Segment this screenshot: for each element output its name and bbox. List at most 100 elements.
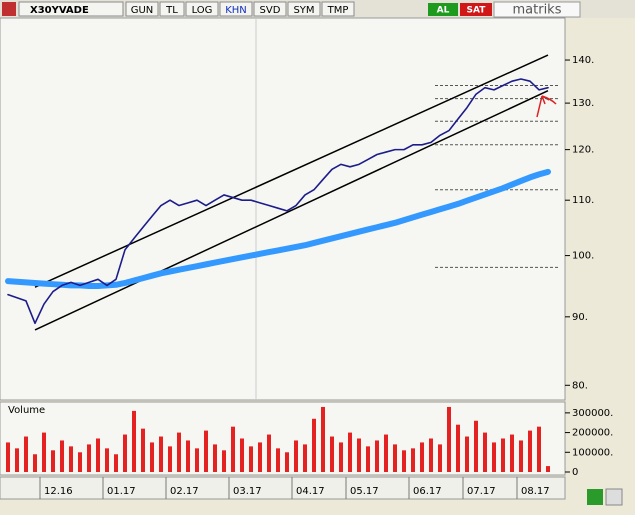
toolbar-button[interactable] — [125, 1, 159, 17]
volume-bar — [303, 444, 307, 472]
y-tick-label: 300000. — [572, 408, 613, 419]
toolbar-button-label: SYM — [293, 5, 314, 16]
volume-bar — [420, 442, 424, 472]
brand-box — [493, 1, 581, 18]
volume-bar — [177, 432, 181, 472]
arrow-annotation — [536, 95, 557, 118]
volume-bar — [222, 450, 226, 472]
icon[interactable] — [2, 2, 16, 16]
toolbar-button[interactable] — [185, 1, 219, 17]
volume-bar — [249, 446, 253, 472]
buy-label: AL — [437, 6, 450, 16]
trend-line — [34, 54, 549, 288]
volume-bar — [150, 442, 154, 472]
y-tick-label: 200000. — [572, 428, 613, 439]
volume-panel — [0, 401, 566, 476]
volume-bar — [546, 466, 550, 472]
x-tick-label: 06.17 — [413, 486, 442, 497]
volume-bar — [528, 430, 532, 472]
toolbar-button-label: TL — [165, 5, 178, 16]
toolbar-button[interactable] — [253, 1, 287, 17]
toolbar-button[interactable] — [219, 1, 253, 17]
series-line — [7, 78, 549, 325]
volume-bar — [483, 432, 487, 472]
y-tick-label: 110. — [572, 195, 594, 206]
buy-button[interactable] — [428, 3, 458, 16]
volume-bar — [402, 450, 406, 472]
volume-bar — [456, 424, 460, 472]
x-axis — [0, 476, 566, 500]
volume-bar — [393, 444, 397, 472]
trend-line — [34, 90, 549, 331]
volume-bar — [366, 446, 370, 472]
volume-bar — [114, 454, 118, 472]
volume-bar — [87, 444, 91, 472]
volume-bar — [348, 432, 352, 472]
volume-bar — [357, 438, 361, 472]
volume-bar — [375, 440, 379, 472]
sell-label: SAT — [467, 6, 487, 16]
volume-bar — [384, 434, 388, 472]
toolbar-button-label: GUN — [131, 5, 154, 16]
volume-bar — [510, 434, 514, 472]
panel-title: Volume — [8, 405, 45, 416]
volume-bar — [258, 442, 262, 472]
toolbar-button[interactable] — [321, 1, 355, 17]
symbol-box[interactable] — [18, 1, 124, 17]
sell-button[interactable] — [460, 3, 492, 16]
y-tick-label: 100000. — [572, 447, 613, 458]
volume-bar — [447, 406, 451, 472]
series-line — [5, 168, 551, 290]
symbol: X30YVADE — [30, 5, 89, 16]
y-tick-label: 140. — [572, 55, 594, 66]
volume-bar — [465, 436, 469, 472]
volume-bar — [240, 438, 244, 472]
y-tick-label: 130. — [572, 98, 594, 109]
y-tick-label: 80. — [572, 380, 588, 391]
volume-bar — [213, 444, 217, 472]
x-tick-label: 05.17 — [350, 486, 379, 497]
volume-bar — [438, 444, 442, 472]
volume-bar — [231, 426, 235, 472]
volume-bar — [501, 438, 505, 472]
y-tick-label: 100. — [572, 251, 594, 262]
volume-bar — [24, 436, 28, 472]
volume-bar — [51, 450, 55, 472]
volume-bar — [429, 438, 433, 472]
settings-button[interactable] — [605, 488, 623, 506]
volume-bar — [492, 442, 496, 472]
volume-bar — [204, 430, 208, 472]
toolbar-button[interactable] — [287, 1, 321, 17]
x-tick-label: 02.17 — [170, 486, 199, 497]
toolbar-button-label: LOG — [192, 5, 213, 16]
x-tick-label: 07.17 — [467, 486, 496, 497]
volume-bar — [15, 448, 19, 472]
volume-bar — [285, 452, 289, 472]
toolbar-button-label: KHN — [225, 5, 247, 16]
volume-bar — [69, 446, 73, 472]
y-tick-label: 0 — [572, 467, 578, 478]
volume-bar — [186, 440, 190, 472]
volume-bar — [60, 440, 64, 472]
volume-bar — [159, 436, 163, 472]
volume-bar — [312, 418, 316, 472]
volume-bar — [339, 442, 343, 472]
volume-bar — [33, 454, 37, 472]
y-tick-label: 120. — [572, 145, 594, 156]
y-tick-label: 90. — [572, 312, 588, 323]
toolbar-button-label: TMP — [327, 5, 349, 16]
x-tick-label: 12.16 — [44, 486, 73, 497]
refresh-button[interactable] — [587, 489, 603, 505]
volume-bar — [78, 452, 82, 472]
volume-bar — [267, 434, 271, 472]
volume-bar — [168, 446, 172, 472]
volume-bar — [42, 432, 46, 472]
volume-bar — [96, 438, 100, 472]
x-tick-label: 08.17 — [521, 486, 550, 497]
volume-bar — [123, 434, 127, 472]
volume-bar — [105, 448, 109, 472]
toolbar-button[interactable] — [159, 1, 185, 17]
toolbar-button-label: SVD — [260, 5, 281, 16]
